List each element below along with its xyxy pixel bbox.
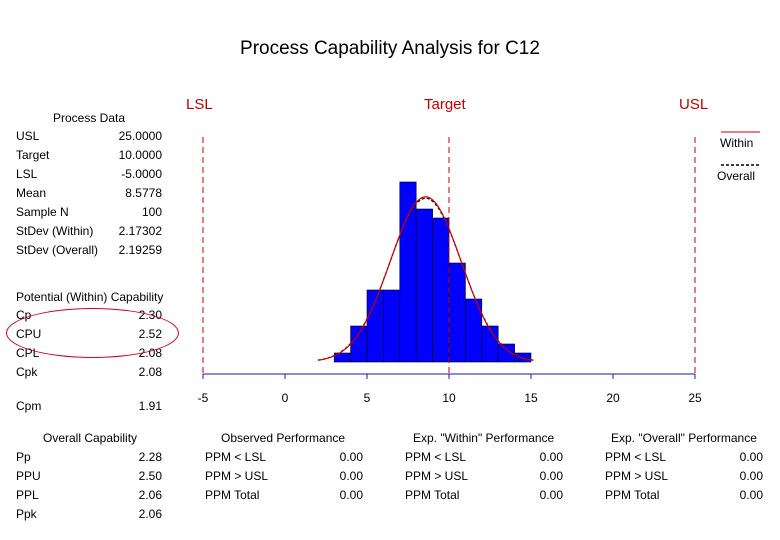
overall-capability-value: 2.28	[138, 450, 162, 464]
process-data-label: StDev (Overall)	[16, 243, 99, 257]
cpm-label: Cpm	[16, 399, 42, 413]
histogram-bar	[415, 208, 433, 363]
performance-label: PPM Total	[405, 488, 460, 502]
x-tick-label: 15	[524, 391, 538, 405]
overall-capability-value: 2.06	[138, 488, 162, 502]
legend-within-label: Within	[720, 136, 754, 150]
process-data-value: 25.0000	[118, 129, 162, 143]
performance-value: 0.00	[539, 469, 563, 483]
performance-label: PPM < LSL	[205, 450, 267, 464]
overall-capability-value: 2.06	[138, 507, 162, 521]
performance-label: PPM Total	[605, 488, 660, 502]
x-tick-label: 0	[282, 391, 289, 405]
x-tick-label: 10	[442, 391, 456, 405]
histogram-bar	[350, 325, 368, 363]
process-data-heading: Process Data	[53, 111, 126, 125]
histogram-bar	[383, 289, 401, 363]
process-data-label: Sample N	[16, 205, 69, 219]
performance-value: 0.00	[339, 450, 363, 464]
potential-capability-label: Cpk	[16, 365, 38, 379]
overall-capability-heading: Overall Capability	[43, 431, 138, 445]
potential-capability-value: 2.08	[138, 365, 162, 379]
x-tick-label: 20	[606, 391, 620, 405]
performance-heading: Exp. "Overall" Performance	[611, 431, 757, 445]
usl-label: USL	[679, 96, 709, 113]
process-data-value: 8.5778	[125, 186, 162, 200]
performance-value: 0.00	[339, 488, 363, 502]
target-label: Target	[424, 96, 466, 113]
x-tick-label: 5	[364, 391, 371, 405]
performance-value: 0.00	[339, 469, 363, 483]
performance-value: 0.00	[539, 488, 563, 502]
lsl-label: LSL	[186, 96, 213, 113]
performance-heading: Exp. "Within" Performance	[413, 431, 555, 445]
overall-capability-label: PPU	[16, 469, 41, 483]
x-tick-label: 25	[688, 391, 702, 405]
histogram-bar	[399, 181, 417, 363]
performance-label: PPM > USL	[605, 469, 669, 483]
process-data-value: -5.0000	[121, 167, 162, 181]
process-data-value: 100	[141, 205, 162, 219]
performance-value: 0.00	[739, 488, 763, 502]
process-data-label: Mean	[16, 186, 47, 200]
histogram-bar	[448, 262, 466, 363]
within-curve	[318, 196, 533, 361]
chart-title: Process Capability Analysis for C12	[240, 38, 540, 59]
performance-label: PPM < LSL	[605, 450, 667, 464]
performance-label: PPM > USL	[405, 469, 469, 483]
performance-value: 0.00	[739, 469, 763, 483]
legend-overall-label: Overall	[717, 169, 756, 183]
process-data-value: 2.19259	[118, 243, 162, 257]
process-data-label: Target	[16, 148, 50, 162]
overall-capability-label: PPL	[16, 488, 39, 502]
performance-label: PPM < LSL	[405, 450, 467, 464]
x-tick-label: -5	[198, 391, 209, 405]
histogram-bar	[432, 217, 450, 363]
performance-label: PPM Total	[205, 488, 260, 502]
process-data-label: USL	[16, 129, 40, 143]
performance-label: PPM > USL	[205, 469, 269, 483]
overall-capability-value: 2.50	[138, 469, 162, 483]
process-data-label: LSL	[16, 167, 38, 181]
performance-heading: Observed Performance	[221, 431, 346, 445]
cpu-highlight-ellipse	[6, 308, 179, 358]
histogram-bar	[481, 325, 499, 363]
potential-capability-heading: Potential (Within) Capability	[16, 290, 164, 304]
cpm-value: 1.91	[138, 399, 162, 413]
process-data-value: 2.17302	[118, 224, 162, 238]
performance-value: 0.00	[539, 450, 563, 464]
overall-capability-label: Ppk	[16, 507, 37, 521]
overall-capability-label: Pp	[16, 450, 31, 464]
process-data-label: StDev (Within)	[16, 224, 94, 238]
process-data-value: 10.0000	[118, 148, 162, 162]
performance-value: 0.00	[739, 450, 763, 464]
